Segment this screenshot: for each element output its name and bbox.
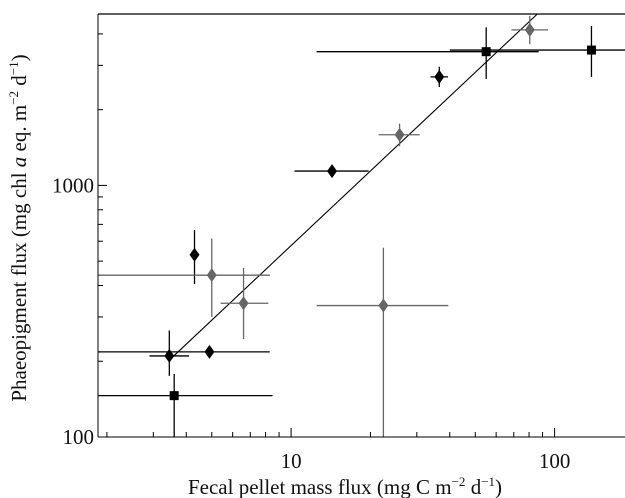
data-point-square bbox=[481, 47, 491, 57]
data-point-diamond bbox=[204, 344, 215, 359]
data-point-diamond bbox=[378, 298, 389, 313]
y-tick-label: 1000 bbox=[52, 173, 94, 197]
x-axis-label: Fecal pellet mass flux (mg C m−2 d−1) bbox=[188, 474, 502, 498]
data-point-diamond bbox=[238, 296, 249, 311]
data-point-square bbox=[586, 45, 596, 55]
data-point-diamond bbox=[434, 69, 445, 84]
data-point-diamond bbox=[394, 127, 405, 142]
y-tick-label: 100 bbox=[63, 425, 95, 449]
y-axis-label: Phaeopigment flux (mg chl a eq. m−2 d−1) bbox=[6, 54, 31, 401]
data-point-diamond bbox=[189, 247, 200, 262]
x-tick-label: 10 bbox=[281, 449, 302, 473]
axis-ticks: 10 100 100 1000 bbox=[52, 14, 625, 473]
x-tick-label: 100 bbox=[539, 449, 571, 473]
plot-area bbox=[98, 13, 625, 437]
data-point-diamond bbox=[524, 22, 535, 37]
data-point-diamond bbox=[327, 164, 338, 179]
data-point-diamond bbox=[206, 268, 217, 283]
data-point-square bbox=[169, 391, 179, 401]
fit-line bbox=[170, 13, 538, 359]
data-point-diamond bbox=[164, 348, 175, 363]
